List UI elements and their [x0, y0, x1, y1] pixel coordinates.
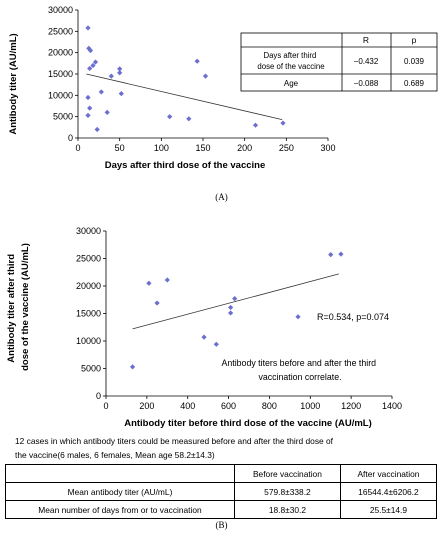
chart-b-data-point: [146, 280, 152, 286]
chart-b-x-tick-label: 1200: [341, 401, 361, 411]
chart-b-data-point: [232, 296, 238, 302]
chart-b: Antibody titer after third dose of the v…: [6, 226, 402, 429]
chart-b-y-tick-label: 20000: [76, 281, 101, 291]
chart-a-data-point: [104, 109, 110, 115]
chart-a-x-tick-label: 200: [237, 143, 252, 153]
chart-b-y-tick-label: 10000: [76, 336, 101, 346]
chart-a: Antibody titer (AU/mL) Days after third …: [8, 5, 336, 171]
chart-a-x-tick-label: 250: [279, 143, 294, 153]
chart-b-x-tick-label: 0: [103, 401, 108, 411]
chart-a-y-tick-label: 10000: [48, 90, 73, 100]
chart-a-y-tick-label: 20000: [48, 48, 73, 58]
summary-row-days: Mean number of days from or to vaccinati…: [5, 500, 438, 519]
summary-cell: 579.8±338.2: [234, 482, 341, 501]
chart-a-data-point: [92, 59, 99, 65]
chart-b-y-tick-label: 25000: [76, 254, 101, 264]
chart-b-trendline: [132, 273, 339, 330]
chart-b-annotation-stat: R=0.534, p=0.074: [317, 312, 389, 322]
cases-note-line2: the vaccine(6 males, 6 females, Mean age…: [15, 450, 215, 460]
chart-a-data-point: [90, 62, 96, 69]
chart-a-data-point: [252, 122, 259, 128]
cases-note-line1: 12 cases in which antibody titers could …: [15, 436, 333, 446]
chart-a-data-point: [280, 120, 286, 126]
chart-a-x-tick-label: 0: [75, 143, 80, 153]
chart-a-x-tick-label: 300: [320, 143, 335, 153]
summary-table: Before vaccination After vaccination Mea…: [5, 464, 438, 519]
chart-a-x-label: Days after third dose of the vaccine: [105, 160, 266, 171]
chart-a-y-label: Antibody titer (AU/mL): [8, 33, 19, 134]
summary-header-empty: [5, 464, 235, 483]
chart-a-y-tick-label: 5000: [53, 112, 73, 122]
chart-a-data-point: [87, 47, 94, 54]
chart-b-y-tick-label: 5000: [81, 364, 101, 374]
chart-a-trendline: [86, 73, 283, 121]
chart-a-data-point: [108, 73, 114, 79]
chart-a-data-point: [194, 58, 200, 64]
chart-a-data-point: [117, 70, 123, 76]
chart-b-data-point: [129, 364, 136, 370]
chart-b-data-point: [338, 251, 344, 257]
chart-b-data-point: [228, 310, 234, 316]
chart-a-x-tick-label: 100: [154, 143, 169, 153]
chart-a-data-point: [94, 126, 100, 133]
summary-row-label: Mean number of days from or to vaccinati…: [5, 500, 235, 519]
chart-b-y-tick-label: 0: [96, 391, 101, 401]
chart-b-x-tick-label: 200: [139, 401, 154, 411]
chart-a-data-point: [87, 65, 93, 72]
chart-b-data-point: [164, 277, 170, 283]
chart-a-data-point: [98, 89, 104, 95]
chart-b-y-label: Antibody titer after third dose of the v…: [6, 243, 31, 371]
chart-a-data-point: [186, 116, 192, 122]
chart-b-data-point: [328, 252, 334, 258]
chart-b-y-tick-label: 15000: [76, 309, 101, 319]
panel-a-label: (A): [215, 192, 228, 202]
summary-header-before: Before vaccination: [234, 464, 341, 483]
summary-cell: 18.8±30.2: [234, 500, 341, 519]
summary-cell: 25.5±14.9: [339, 500, 438, 519]
chart-b-data-point: [295, 314, 301, 320]
chart-a-y-tick-label: 0: [68, 133, 73, 143]
summary-cell: 16544.4±6206.2: [339, 482, 438, 501]
cases-note: 12 cases in which antibody titers could …: [15, 434, 435, 462]
chart-a-data-point: [87, 105, 93, 111]
chart-a-y-tick-label: 30000: [48, 5, 73, 15]
panel-b-label: (B): [215, 520, 228, 530]
chart-b-x-tick-label: 600: [221, 401, 236, 411]
chart-a-data-point: [118, 91, 124, 97]
chart-a-y-tick-label: 15000: [48, 69, 73, 79]
chart-a-data-point: [85, 112, 91, 118]
chart-b-x-tick-label: 400: [180, 401, 195, 411]
chart-a-y-tick-label: 25000: [48, 26, 73, 36]
chart-b-data-point: [228, 304, 234, 311]
chart-a-data-point: [85, 25, 91, 31]
chart-a-data-point: [85, 94, 91, 101]
summary-row-label: Mean antibody titer (AU/mL): [5, 482, 235, 501]
chart-b-x-tick-label: 1000: [300, 401, 320, 411]
chart-b-x-tick-label: 1400: [382, 401, 402, 411]
summary-row-titer: Mean antibody titer (AU/mL) 579.8±338.2 …: [5, 482, 438, 501]
chart-a-data-point: [117, 66, 123, 72]
chart-a-x-tick-label: 50: [115, 143, 125, 153]
chart-b-data-point: [201, 334, 207, 340]
chart-b-y-tick-label: 30000: [76, 226, 101, 236]
chart-a-x-tick-label: 150: [195, 143, 210, 153]
summary-header-after: After vaccination: [339, 464, 438, 483]
chart-b-data-point: [154, 300, 160, 306]
chart-b-data-point: [213, 341, 219, 347]
chart-b-x-label: Antibody titer before third dose of the …: [124, 418, 372, 429]
summary-header-row: Before vaccination After vaccination: [5, 464, 438, 483]
chart-a-data-point: [167, 114, 173, 120]
chart-b-x-tick-label: 800: [262, 401, 277, 411]
chart-b-annotation-text: Antibody titers before and after the thi…: [222, 358, 379, 382]
chart-a-data-point: [202, 73, 209, 79]
